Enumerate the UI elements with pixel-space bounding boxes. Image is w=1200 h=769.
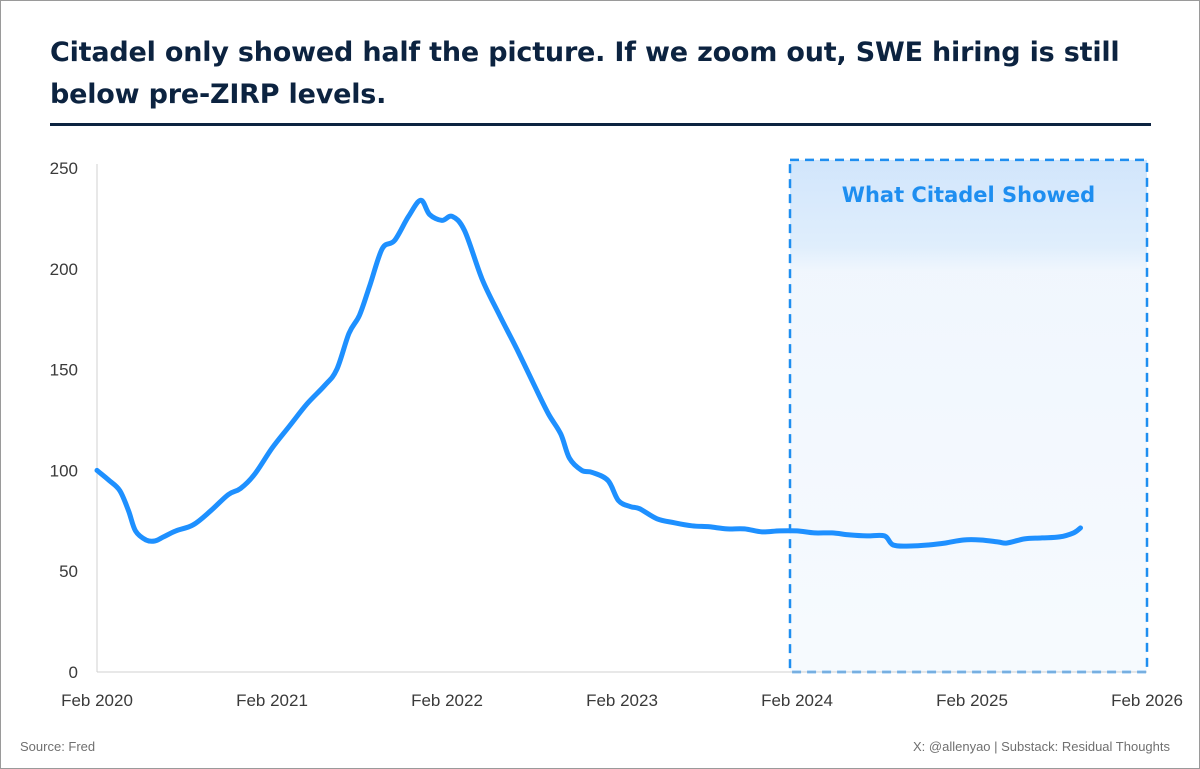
y-tick-label: 0 [69,663,78,682]
x-tick-label: Feb 2023 [586,691,658,710]
x-tick-label: Feb 2022 [411,691,483,710]
author-credit: X: @allenyao | Substack: Residual Though… [913,739,1170,754]
x-tick-label: Feb 2026 [1111,691,1183,710]
x-tick-label: Feb 2024 [761,691,833,710]
title-divider [50,123,1151,126]
x-tick-label: Feb 2025 [936,691,1008,710]
highlight-label: What Citadel Showed [842,183,1095,207]
x-tick-label: Feb 2020 [61,691,133,710]
series-line [94,197,1083,549]
x-tick-label: Feb 2021 [236,691,308,710]
source-note: Source: Fred [20,739,96,754]
highlight-region [788,158,1149,674]
y-tick-label: 100 [50,461,78,480]
chart-title: Citadel only showed half the picture. If… [50,37,1120,110]
y-tick-label: 250 [50,159,78,178]
y-tick-label: 200 [50,260,78,279]
y-tick-label: 150 [50,361,78,380]
y-tick-label: 50 [59,562,78,581]
